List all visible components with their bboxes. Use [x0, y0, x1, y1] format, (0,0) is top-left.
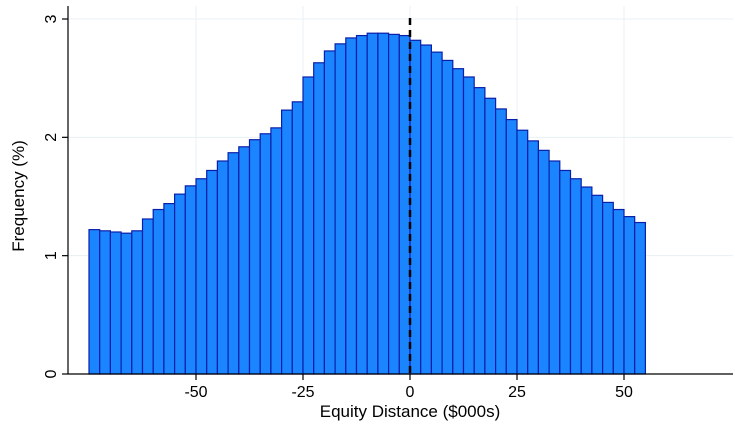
histogram-bar	[527, 140, 540, 375]
histogram-bar	[591, 194, 604, 375]
histogram-bar	[516, 129, 529, 375]
histogram-bar	[537, 149, 550, 375]
histogram-bar	[366, 32, 379, 375]
histogram-bar	[248, 139, 261, 375]
y-axis-title: Frequency (%)	[9, 140, 28, 251]
y-tick-label: 2	[43, 133, 60, 142]
x-tick-label: 50	[615, 384, 633, 401]
x-tick-label: -50	[184, 384, 207, 401]
histogram-bar	[195, 178, 208, 375]
histogram-bar	[99, 230, 111, 375]
histogram-bar	[548, 160, 561, 375]
x-tick-label: 0	[406, 384, 415, 401]
histogram-bar	[505, 118, 518, 375]
x-tick-label: 25	[508, 384, 526, 401]
histogram-bar	[88, 229, 101, 375]
histogram-bar	[334, 43, 347, 375]
x-axis-title: Equity Distance ($000s)	[320, 402, 500, 421]
histogram-bar	[238, 146, 251, 375]
histogram-bar	[141, 218, 154, 375]
histogram-bar	[559, 169, 572, 375]
histogram-bar	[484, 97, 497, 375]
histogram-bar	[377, 32, 390, 375]
histogram-bar	[291, 101, 304, 375]
histogram-bar	[206, 169, 218, 375]
axes	[62, 6, 733, 380]
histogram-bar	[569, 178, 582, 375]
histogram-bar	[120, 232, 133, 375]
y-tick-label: 1	[43, 251, 60, 260]
histogram-bar	[302, 76, 315, 375]
histogram-bar	[409, 39, 422, 375]
histogram-bar	[634, 221, 647, 375]
histogram-bar	[495, 108, 507, 375]
histogram-bar	[420, 44, 433, 375]
histogram-bar	[473, 87, 486, 375]
histogram-bar	[174, 193, 186, 375]
histogram-bar	[462, 76, 475, 375]
y-tick-label: 0	[43, 369, 60, 378]
histogram-bar	[323, 50, 336, 375]
histogram-bar	[216, 160, 229, 375]
histogram-bar	[270, 127, 283, 375]
histogram-bar	[345, 37, 358, 375]
y-tick-label: 3	[43, 14, 60, 23]
histogram-bar	[580, 186, 593, 375]
histogram-bar	[612, 208, 625, 375]
histogram-bar	[623, 216, 636, 375]
x-tick-label: -25	[291, 384, 314, 401]
histogram-bar	[131, 230, 144, 375]
histogram-bar	[388, 33, 400, 375]
histogram-bar	[355, 34, 368, 375]
histogram-bar	[430, 51, 443, 375]
histogram-bar	[281, 109, 293, 375]
histogram-bar	[313, 62, 326, 375]
histogram-bar	[452, 68, 465, 375]
histogram-bar	[109, 231, 122, 375]
histogram-bars	[88, 32, 647, 375]
tick-labels: -50 -25 0 25 50 0 1 2 3	[43, 14, 633, 401]
histogram-bar	[227, 152, 240, 375]
histogram-bar	[152, 208, 165, 375]
histogram-bar	[259, 133, 272, 375]
histogram-bar	[184, 185, 197, 375]
histogram-bar	[441, 59, 454, 375]
histogram-bar	[601, 201, 614, 375]
histogram-bar	[163, 203, 176, 375]
histogram-bar	[398, 34, 411, 375]
